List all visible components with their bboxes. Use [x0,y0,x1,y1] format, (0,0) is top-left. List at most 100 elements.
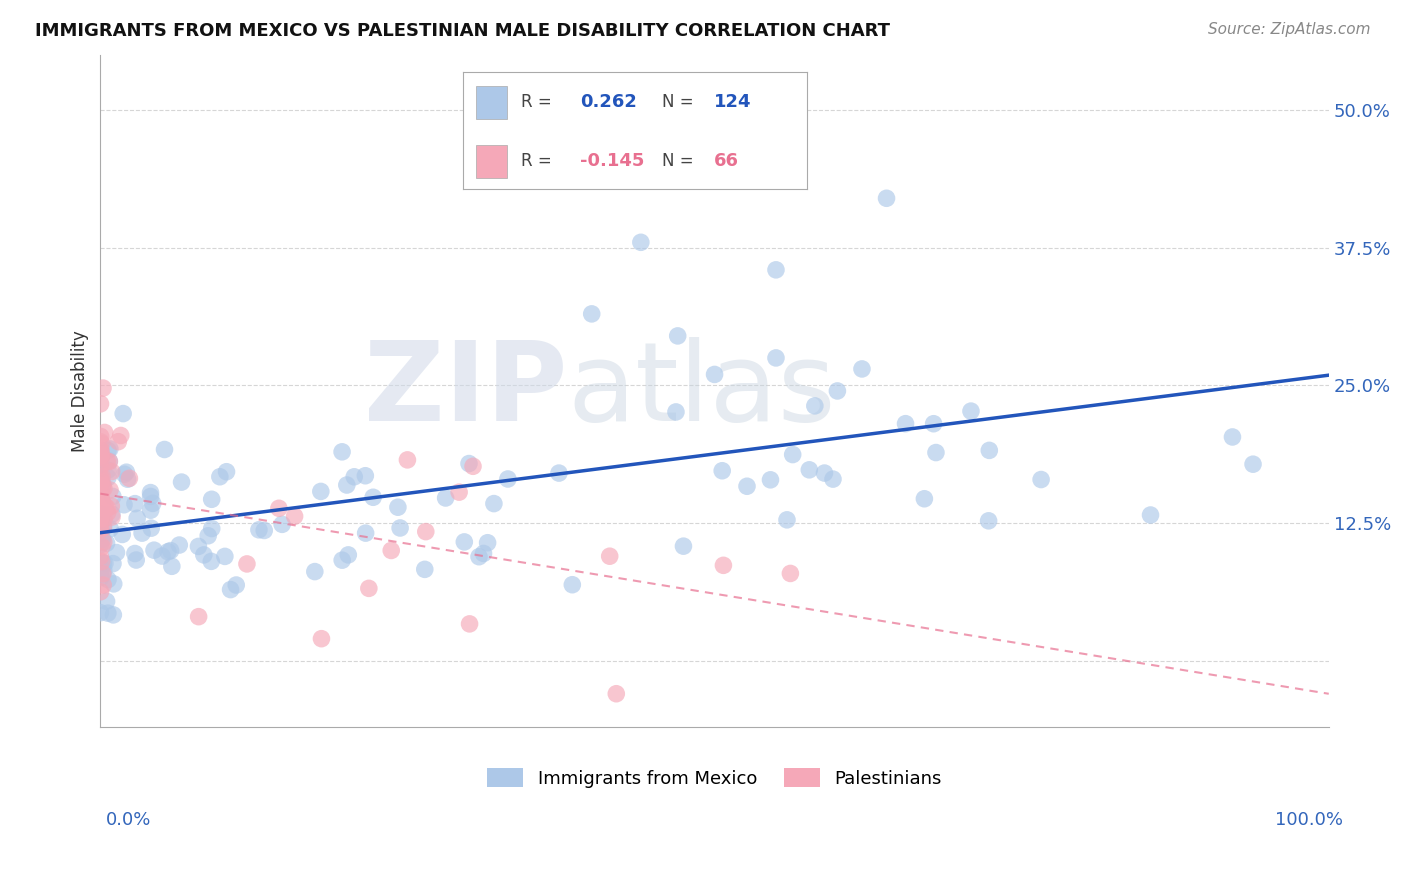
Y-axis label: Male Disability: Male Disability [72,330,89,452]
Point [330,553,353,567]
Point [98,455,121,469]
Point [112,498,135,512]
Point [799,463,821,477]
Point [605,687,627,701]
Point [271,517,294,532]
Point [1241,457,1264,471]
Point [114,467,136,482]
Point [804,399,827,413]
Point [713,558,735,573]
Point [461,459,484,474]
Point [169,538,191,552]
Point [200,554,222,568]
Point [979,443,1001,458]
Point [343,470,366,484]
Text: 0.0%: 0.0% [105,811,150,829]
Point [90,509,112,524]
Point [711,464,734,478]
Point [89,606,111,620]
Point [91,477,114,491]
Point [561,578,583,592]
Point [354,526,377,541]
Point [90,434,112,449]
Point [599,549,621,564]
Point [960,404,983,418]
Point [97,443,120,458]
Point [101,557,124,571]
Point [131,526,153,541]
Point [304,565,326,579]
Point [90,532,112,546]
Point [765,351,787,365]
Point [703,147,725,161]
Point [267,501,290,516]
Point [111,527,134,541]
Point [90,561,112,575]
Point [91,478,114,492]
Point [208,469,231,483]
Point [91,533,114,547]
Point [93,535,115,549]
Point [89,442,111,457]
Point [96,501,118,516]
Point [449,485,471,500]
Point [1139,508,1161,522]
Point [170,475,193,489]
Point [396,453,419,467]
Point [90,475,112,490]
Legend: Immigrants from Mexico, Palestinians: Immigrants from Mexico, Palestinians [479,761,949,795]
Point [94,500,117,514]
Point [97,506,120,520]
Point [337,548,360,562]
Point [90,429,112,443]
Point [91,501,114,516]
Point [103,607,125,622]
Point [434,491,457,505]
Point [90,570,112,584]
Text: atlas: atlas [567,337,835,444]
Text: Source: ZipAtlas.com: Source: ZipAtlas.com [1208,22,1371,37]
Point [89,519,111,533]
Point [139,503,162,517]
Point [118,471,141,485]
Point [153,442,176,457]
Point [759,473,782,487]
Point [127,511,149,525]
Point [156,545,179,559]
Point [477,535,499,549]
Point [201,522,224,536]
Point [91,381,114,395]
Point [776,513,799,527]
Point [309,484,332,499]
Point [496,472,519,486]
Point [330,445,353,459]
Point [143,543,166,558]
Point [100,499,122,513]
Point [124,497,146,511]
Point [93,425,115,440]
Point [103,577,125,591]
Text: IMMIGRANTS FROM MEXICO VS PALESTINIAN MALE DISABILITY CORRELATION CHART: IMMIGRANTS FROM MEXICO VS PALESTINIAN MA… [35,22,890,40]
Point [765,263,787,277]
Point [124,547,146,561]
Point [160,559,183,574]
Point [380,543,402,558]
Point [415,524,437,539]
Point [187,609,209,624]
Point [93,519,115,533]
Point [105,545,128,559]
Point [90,444,112,458]
Point [91,578,114,592]
Point [214,549,236,564]
Point [94,556,117,570]
Point [91,540,114,554]
Point [101,507,124,521]
Point [1029,473,1052,487]
Point [236,557,259,571]
Point [894,417,917,431]
Point [89,397,111,411]
Point [117,472,139,486]
Point [193,548,215,562]
Point [112,407,135,421]
Point [150,549,173,563]
